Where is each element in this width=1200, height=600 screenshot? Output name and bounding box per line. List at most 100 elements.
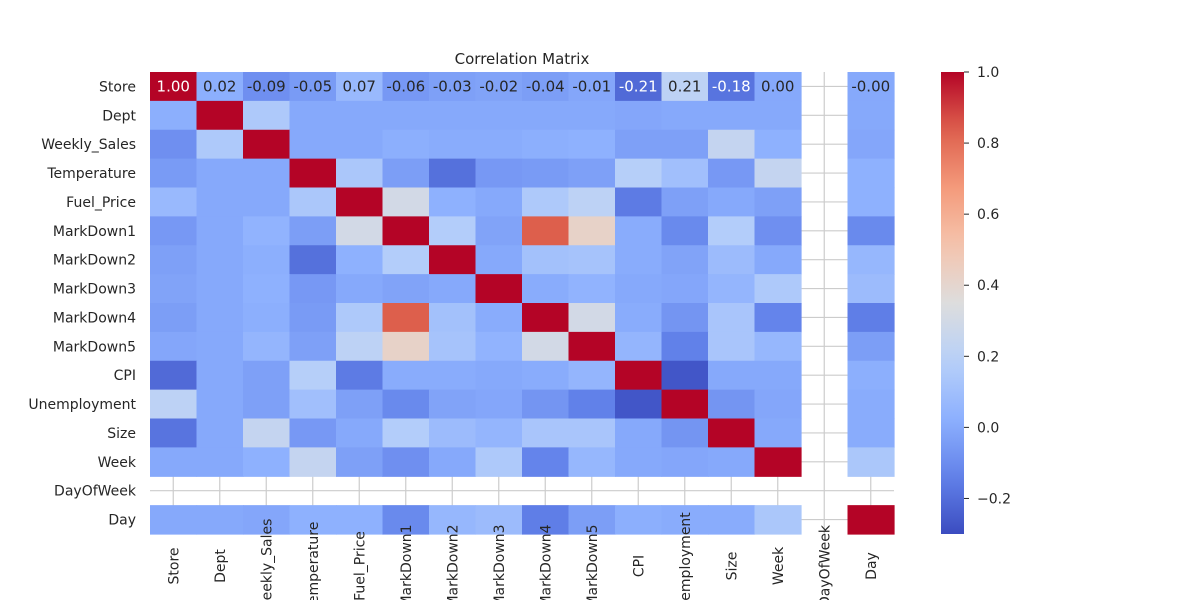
heatmap-cell [475, 389, 523, 420]
heatmap-cell [522, 245, 570, 275]
heatmap-cell [336, 72, 384, 102]
heatmap-cell [708, 389, 756, 420]
heatmap-cell [336, 505, 384, 535]
heatmap-cell [243, 447, 291, 477]
heatmap-cell [336, 129, 384, 160]
x-tick-label: CPI [631, 555, 647, 577]
y-tick-label: Day [108, 513, 136, 529]
heatmap-cell [754, 100, 802, 131]
heatmap-cell [243, 418, 291, 448]
heatmap-cell [708, 331, 756, 362]
heatmap-cell [568, 245, 616, 275]
cell-annotation: -0.00 [851, 77, 890, 95]
heatmap-cell [847, 418, 895, 448]
y-tick-label: DayOfWeek [54, 484, 137, 500]
heatmap-cell [243, 389, 291, 420]
heatmap-cell [475, 158, 523, 189]
heatmap-cell [847, 331, 895, 362]
heatmap-cell [568, 418, 616, 448]
heatmap-cell [475, 447, 523, 477]
heatmap-cell [289, 505, 337, 535]
x-axis-tick-labels: Store Dept Weekly_Sales Temperature Fuel_Pri… [166, 512, 880, 600]
heatmap-cell [847, 360, 895, 391]
x-tick-label: DayOfWeek [817, 524, 833, 600]
cell-annotations: 1.00 0.02 -0.09 -0.05 0.07 -0.06 -0.03 -0.02 -0.… [157, 77, 891, 95]
cell-annotation: -0.21 [619, 77, 658, 95]
heatmap-cell [661, 418, 709, 448]
heatmap-cell [615, 331, 663, 362]
heatmap-cell [522, 331, 570, 362]
x-tick-label: Day [864, 552, 880, 580]
heatmap-cell [382, 274, 430, 304]
heatmap-cell [150, 158, 198, 189]
heatmap-cell [196, 158, 244, 189]
heatmap-cell [615, 245, 663, 275]
heatmap-cell [754, 505, 802, 535]
heatmap-cell [382, 418, 430, 448]
heatmap-cell [243, 72, 291, 102]
heatmap-cell [847, 505, 895, 535]
heatmap-cell [196, 303, 244, 333]
x-tick-label: MarkDown1 [399, 524, 415, 600]
heatmap-cell [429, 245, 477, 275]
heatmap-cell [708, 303, 756, 333]
heatmap-cell [150, 274, 198, 304]
colorbar-tick-label: 0.6 [977, 207, 999, 223]
heatmap-cell [150, 360, 198, 391]
heatmap-cell [708, 216, 756, 246]
heatmap-cell [708, 274, 756, 304]
heatmap-cell [615, 129, 663, 160]
cell-annotation: -0.09 [247, 77, 286, 95]
heatmap-cell [429, 303, 477, 333]
heatmap-cell [382, 72, 430, 102]
heatmap-cell [196, 360, 244, 391]
heatmap-cell [661, 505, 709, 535]
y-tick-label: MarkDown2 [53, 253, 136, 269]
heatmap-cell [708, 100, 756, 131]
heatmap-cell [475, 187, 523, 217]
heatmap-cell [661, 158, 709, 189]
x-tick-label: MarkDown2 [445, 524, 461, 600]
heatmap-cell [522, 360, 570, 391]
heatmap-cell [196, 389, 244, 420]
heatmap-cell [243, 245, 291, 275]
heatmap-cell [568, 331, 616, 362]
y-tick-label: MarkDown4 [53, 310, 136, 326]
cell-annotation: -0.02 [479, 77, 518, 95]
y-tick-label: Fuel_Price [66, 195, 136, 211]
heatmap-cell [336, 418, 384, 448]
x-tick-label: Weekly_Sales [259, 519, 275, 600]
heatmap-cell [754, 389, 802, 420]
heatmap-cell [150, 331, 198, 362]
heatmap-cell [568, 274, 616, 304]
heatmap-cell [150, 303, 198, 333]
heatmap-cell [615, 418, 663, 448]
heatmap-cell [243, 100, 291, 131]
colorbar [941, 72, 964, 534]
heatmap-cell [336, 331, 384, 362]
heatmap-cell [429, 447, 477, 477]
heatmap-cell [196, 245, 244, 275]
heatmap-cell [568, 216, 616, 246]
heatmap-cell [289, 418, 337, 448]
heatmap-cell [382, 447, 430, 477]
heatmap-cell [243, 331, 291, 362]
heatmap-cell [243, 187, 291, 217]
heatmap-cell [847, 274, 895, 304]
cell-annotation: 0.00 [761, 77, 794, 95]
x-tick-label: Unemployment [678, 512, 694, 600]
heatmap-cell [289, 129, 337, 160]
heatmap-cell [336, 389, 384, 420]
heatmap-cell [754, 274, 802, 304]
y-tick-label: Temperature [46, 166, 136, 182]
cell-annotation: -0.05 [293, 77, 332, 95]
heatmap-cell [568, 389, 616, 420]
heatmap-cell [708, 505, 756, 535]
heatmap-cell [708, 447, 756, 477]
heatmap-cell [429, 360, 477, 391]
heatmap-cell [429, 72, 477, 102]
heatmap-cell [475, 331, 523, 362]
colorbar-tick-label: 0.8 [977, 136, 999, 152]
x-tick-label: Fuel_Price [352, 531, 368, 600]
